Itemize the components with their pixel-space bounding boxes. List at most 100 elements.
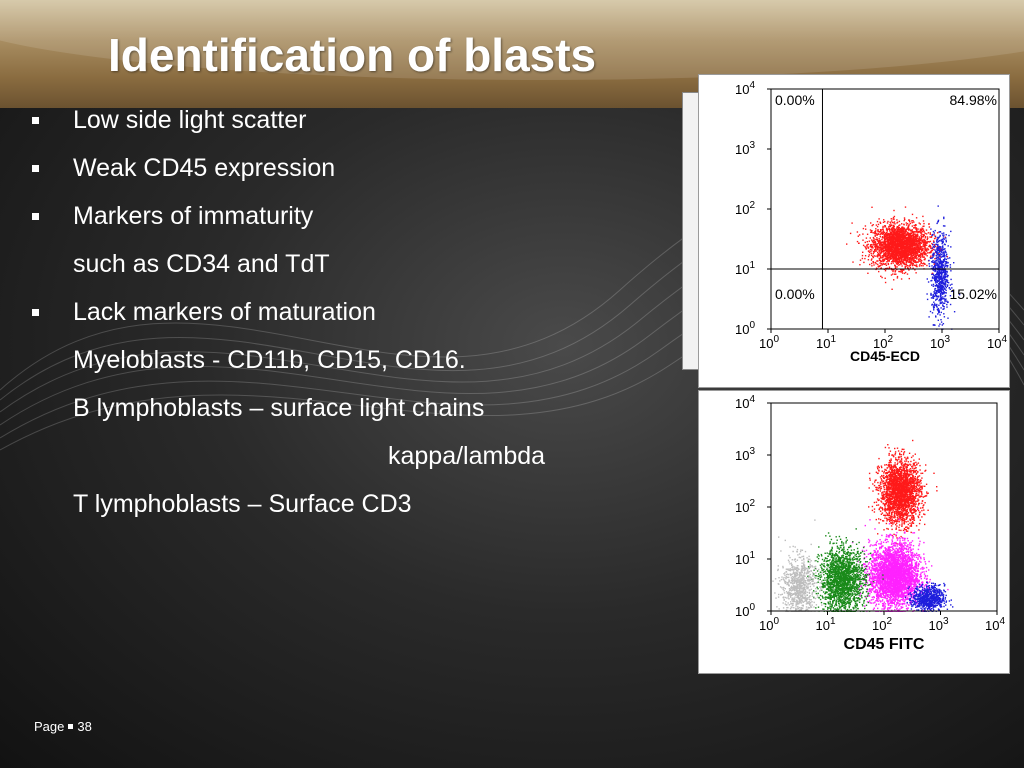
data-point <box>905 495 907 497</box>
square-bullet-icon <box>32 165 39 172</box>
data-point <box>923 256 925 258</box>
data-point <box>902 254 905 256</box>
data-point <box>929 256 931 259</box>
data-point <box>879 518 882 521</box>
data-point <box>901 484 904 487</box>
data-point <box>904 259 906 262</box>
data-point <box>895 477 897 479</box>
data-point <box>936 490 938 492</box>
data-point <box>941 274 943 276</box>
data-point <box>912 521 914 523</box>
data-point <box>927 492 929 494</box>
data-point <box>910 495 912 497</box>
data-point <box>940 240 942 242</box>
data-point <box>945 239 947 241</box>
data-point <box>886 238 889 240</box>
data-point <box>904 259 907 261</box>
data-point <box>895 493 897 495</box>
data-point <box>890 519 892 522</box>
data-point <box>888 473 891 476</box>
series-blue <box>926 205 961 330</box>
data-point <box>925 229 928 231</box>
data-point <box>920 259 922 261</box>
data-point <box>911 220 913 222</box>
data-point <box>918 489 921 492</box>
data-point <box>911 222 913 224</box>
data-point <box>934 292 936 294</box>
data-point <box>880 250 882 252</box>
data-point <box>934 235 937 237</box>
data-point <box>870 254 873 257</box>
data-point <box>873 262 875 264</box>
data-point <box>937 236 939 239</box>
data-point <box>884 241 886 243</box>
data-point <box>891 252 894 254</box>
data-point <box>898 252 901 254</box>
data-point <box>919 230 922 232</box>
data-point <box>877 245 879 248</box>
data-point <box>937 269 939 271</box>
data-point <box>910 509 912 511</box>
data-point <box>914 475 916 478</box>
data-point <box>899 251 901 253</box>
data-point <box>912 240 914 243</box>
data-point <box>879 260 882 262</box>
data-point <box>887 478 890 480</box>
data-point <box>901 484 903 486</box>
data-point <box>896 511 898 513</box>
data-point <box>902 229 904 231</box>
data-point <box>898 517 900 519</box>
data-point <box>910 473 912 476</box>
data-point <box>888 510 890 512</box>
data-point <box>874 235 876 237</box>
data-point <box>939 293 942 295</box>
data-point <box>907 245 909 247</box>
data-point <box>849 232 852 235</box>
data-point <box>902 239 904 241</box>
data-point <box>918 475 921 477</box>
data-point <box>942 286 945 288</box>
data-point <box>924 248 926 250</box>
data-point <box>936 247 938 249</box>
data-point <box>910 255 912 257</box>
data-point <box>928 241 931 243</box>
data-point <box>889 230 891 232</box>
data-point <box>876 234 878 236</box>
data-point <box>893 476 895 478</box>
data-point <box>887 506 890 508</box>
data-point <box>906 527 909 529</box>
data-point <box>939 288 941 290</box>
data-point <box>904 528 906 531</box>
data-point <box>885 253 887 255</box>
data-point <box>872 253 874 255</box>
data-point <box>913 261 915 263</box>
data-point <box>924 470 926 472</box>
data-point <box>944 299 946 301</box>
data-point <box>903 497 905 499</box>
data-point <box>861 254 864 257</box>
data-point <box>896 459 898 461</box>
data-point <box>915 525 918 527</box>
data-point <box>891 518 893 520</box>
data-point <box>886 472 889 475</box>
data-point <box>889 479 891 482</box>
data-point <box>916 500 919 502</box>
data-point <box>933 246 935 249</box>
data-point <box>919 231 922 234</box>
data-point <box>911 263 914 265</box>
data-point <box>889 256 891 258</box>
data-point <box>885 258 887 260</box>
data-point <box>915 231 917 233</box>
data-point <box>938 278 941 280</box>
data-point <box>908 243 910 246</box>
data-point <box>906 232 908 234</box>
data-point <box>939 281 941 283</box>
data-point <box>880 249 883 251</box>
data-point <box>886 251 889 253</box>
data-point <box>881 247 884 250</box>
data-point <box>870 231 872 233</box>
data-point <box>935 290 938 292</box>
data-point <box>881 508 884 510</box>
data-point <box>941 238 944 240</box>
data-point <box>934 276 936 279</box>
